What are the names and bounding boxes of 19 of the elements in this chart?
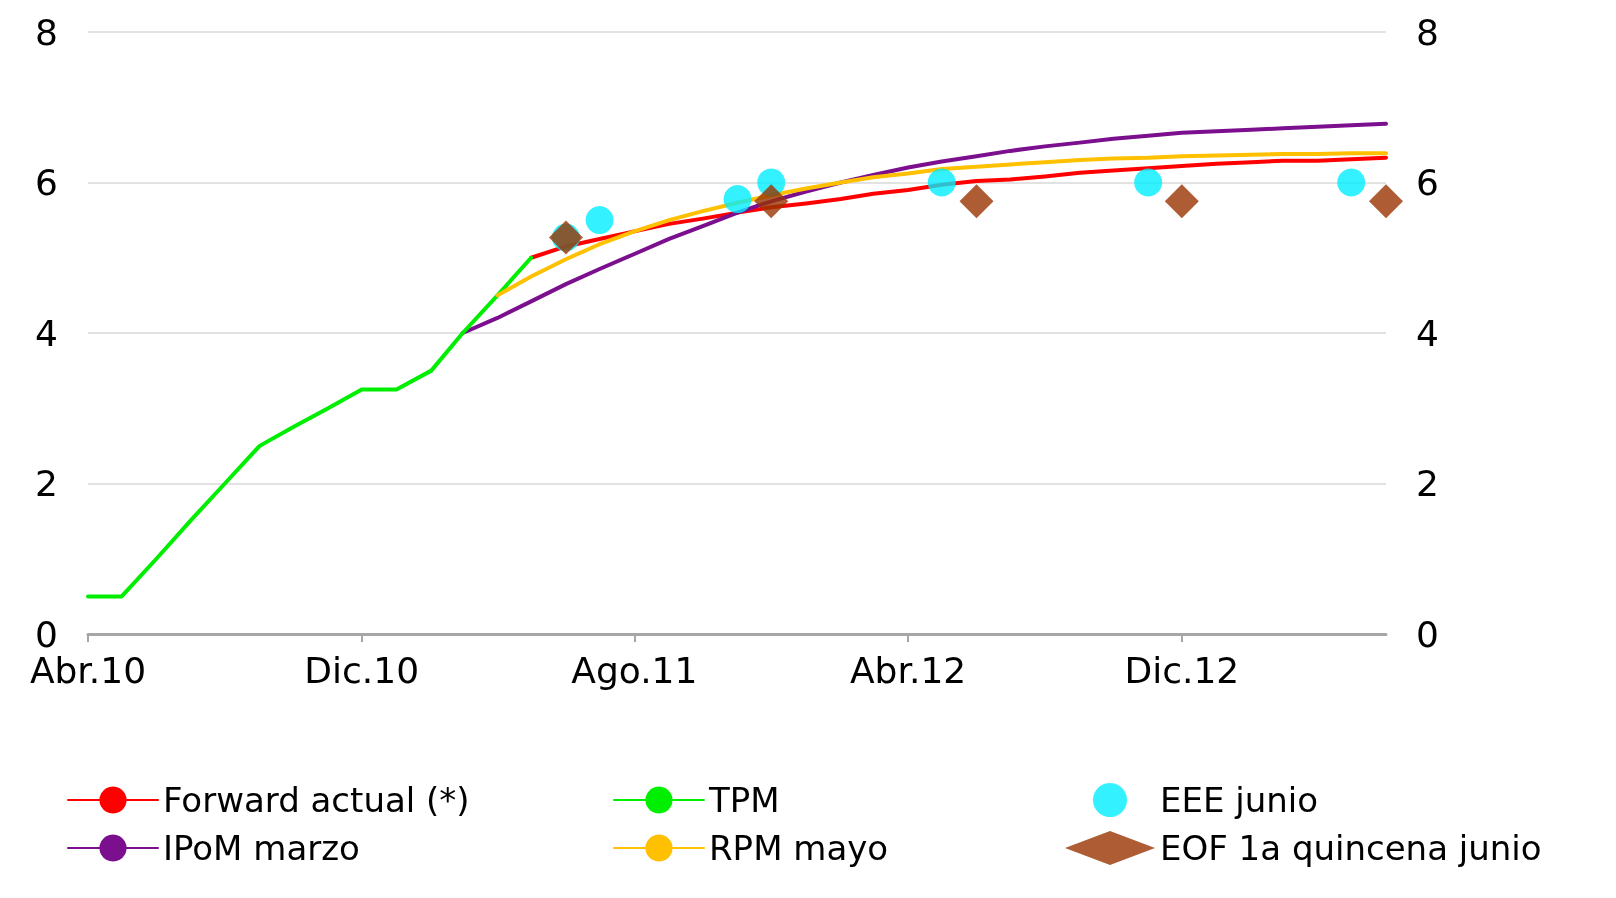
y2-tick-label: 8 — [1416, 11, 1439, 53]
y2-tick-label: 4 — [1416, 312, 1439, 354]
y-tick-label: 4 — [35, 312, 58, 354]
y-tick-label: 6 — [35, 162, 58, 203]
x-tick-label: Abr.12 — [849, 649, 967, 691]
legend-label: IPoM marzo — [163, 828, 360, 868]
x-tick-label: Dic.10 — [304, 649, 420, 691]
y2-tick-label: 6 — [1416, 162, 1439, 203]
legend-label: EEE junio — [1160, 780, 1319, 820]
legend-label: Forward actual (*) — [163, 780, 470, 820]
legend-label: RPM mayo — [709, 828, 889, 868]
y-tick-label: 2 — [35, 463, 58, 504]
y2-tick-label: 2 — [1416, 463, 1439, 504]
legend-label: TPM — [708, 780, 780, 820]
legend-label: EOF 1a quincena junio — [1160, 828, 1542, 868]
y-tick-label: 8 — [35, 11, 58, 53]
x-tick-label: Dic.12 — [1124, 649, 1240, 691]
y2-tick-label: 0 — [1416, 613, 1439, 655]
x-tick-label: Ago.11 — [571, 649, 698, 691]
